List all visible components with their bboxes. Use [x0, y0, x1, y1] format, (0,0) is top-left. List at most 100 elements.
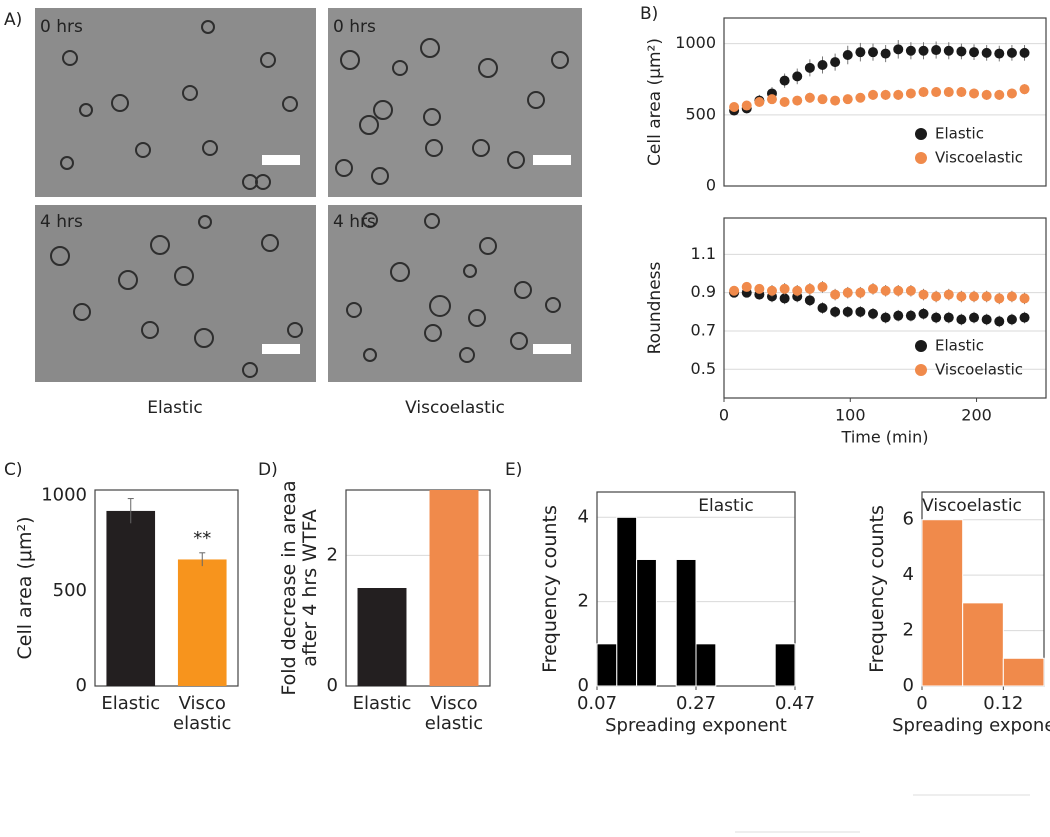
plot-frame — [723, 17, 1047, 187]
y-axis-label: Frequency counts — [538, 505, 561, 673]
point — [1019, 293, 1030, 304]
y-tick-label: 0 — [903, 675, 914, 696]
point — [943, 312, 954, 323]
point — [855, 306, 866, 317]
point — [855, 47, 866, 58]
point — [994, 89, 1005, 100]
point — [956, 314, 967, 325]
y-axis-label: Cell area (μm²) — [13, 516, 36, 660]
x-tick-label: 0.12 — [983, 693, 1023, 714]
point — [1006, 88, 1017, 99]
y-tick-label: 4 — [578, 506, 589, 527]
point — [905, 285, 916, 296]
point — [1006, 314, 1017, 325]
point — [931, 45, 942, 56]
point — [943, 87, 954, 98]
bar — [357, 588, 407, 686]
x-tick-label: Visco elastic — [173, 693, 232, 734]
point — [994, 293, 1005, 304]
point — [779, 293, 790, 304]
x-axis-label: Spreading exponent — [892, 715, 1050, 736]
y-axis-label: Fold decrease in areaa after 4 hrs WTFA — [278, 480, 321, 696]
legend-marker — [915, 340, 927, 352]
condition-label: Viscoelastic — [405, 398, 505, 418]
chart-title: Viscoelastic — [922, 496, 1022, 516]
point — [868, 89, 879, 100]
point — [981, 291, 992, 302]
y-tick-label: 1000 — [675, 33, 716, 52]
point — [994, 48, 1005, 59]
scale-bar — [262, 344, 300, 354]
point — [893, 44, 904, 55]
point — [1019, 84, 1030, 95]
point — [981, 89, 992, 100]
point — [830, 57, 841, 68]
point — [893, 310, 904, 321]
bar — [1002, 657, 1045, 687]
legend-marker — [915, 152, 927, 164]
y-tick-label: 2 — [903, 620, 914, 641]
point — [842, 94, 853, 105]
legend-marker — [915, 364, 927, 376]
point — [893, 89, 904, 100]
point — [1019, 312, 1030, 323]
point — [766, 94, 777, 105]
scale-bar — [533, 155, 571, 165]
y-tick-label: 500 — [53, 580, 87, 601]
point — [880, 312, 891, 323]
panel-label: D) — [258, 460, 278, 480]
y-axis-label: Roundness — [644, 261, 665, 355]
point — [918, 289, 929, 300]
point — [969, 291, 980, 302]
bar — [636, 558, 657, 687]
point — [1019, 47, 1030, 58]
condition-label: Elastic — [147, 398, 202, 418]
point — [880, 89, 891, 100]
x-tick-label: Elastic — [352, 693, 412, 714]
point — [792, 95, 803, 106]
point — [741, 100, 752, 111]
bar — [106, 510, 156, 686]
y-tick-label: 6 — [903, 509, 914, 530]
time-label: 4 hrs — [40, 212, 83, 232]
panel-label: E) — [505, 460, 522, 480]
bar — [177, 559, 227, 686]
scale-bar — [533, 344, 571, 354]
point — [1006, 47, 1017, 58]
point — [817, 303, 828, 313]
micrograph — [35, 8, 316, 197]
y-tick-label: 0.7 — [691, 320, 716, 339]
y-tick-label: 2 — [327, 544, 338, 565]
bar — [962, 602, 1004, 687]
bar — [695, 643, 717, 687]
x-axis-label: Time (min) — [841, 428, 929, 447]
time-label: 0 hrs — [40, 17, 83, 37]
x-tick-label: 0 — [916, 693, 927, 714]
bar — [429, 490, 479, 686]
point — [969, 47, 980, 58]
point — [943, 289, 954, 300]
point — [842, 306, 853, 317]
point — [754, 97, 765, 107]
point — [905, 88, 916, 99]
x-tick-label: Elastic — [101, 693, 161, 714]
point — [804, 92, 815, 103]
x-tick-label: 100 — [835, 406, 866, 425]
point — [804, 62, 815, 73]
point — [943, 45, 954, 56]
y-tick-label: 0 — [706, 176, 716, 195]
y-tick-label: 2 — [578, 591, 589, 612]
point — [792, 285, 803, 296]
point — [956, 87, 967, 98]
legend-label: Elastic — [935, 337, 984, 355]
x-tick-label: 0 — [719, 406, 729, 425]
point — [931, 312, 942, 323]
bar — [921, 519, 964, 687]
panel-label: C) — [4, 460, 23, 480]
time-label: 0 hrs — [333, 17, 376, 37]
point — [905, 310, 916, 321]
point — [893, 285, 904, 296]
y-tick-label: 500 — [685, 104, 716, 123]
point — [842, 287, 853, 298]
